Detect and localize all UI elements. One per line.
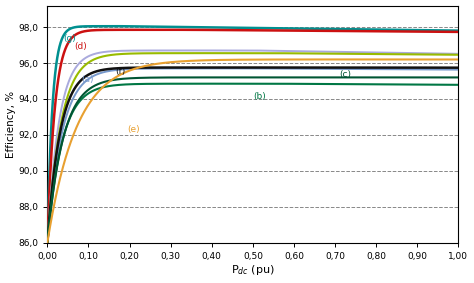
Text: (a): (a) — [81, 75, 93, 84]
Text: (d): (d) — [74, 42, 87, 52]
Text: (e): (e) — [128, 125, 140, 134]
X-axis label: P$_{dc}$ (pu): P$_{dc}$ (pu) — [231, 263, 275, 277]
Text: (b): (b) — [253, 92, 265, 101]
Y-axis label: Efficiency, %: Efficiency, % — [6, 91, 16, 158]
Text: (g): (g) — [63, 34, 76, 43]
Text: (c): (c) — [339, 70, 351, 79]
Text: (f): (f) — [115, 67, 126, 76]
